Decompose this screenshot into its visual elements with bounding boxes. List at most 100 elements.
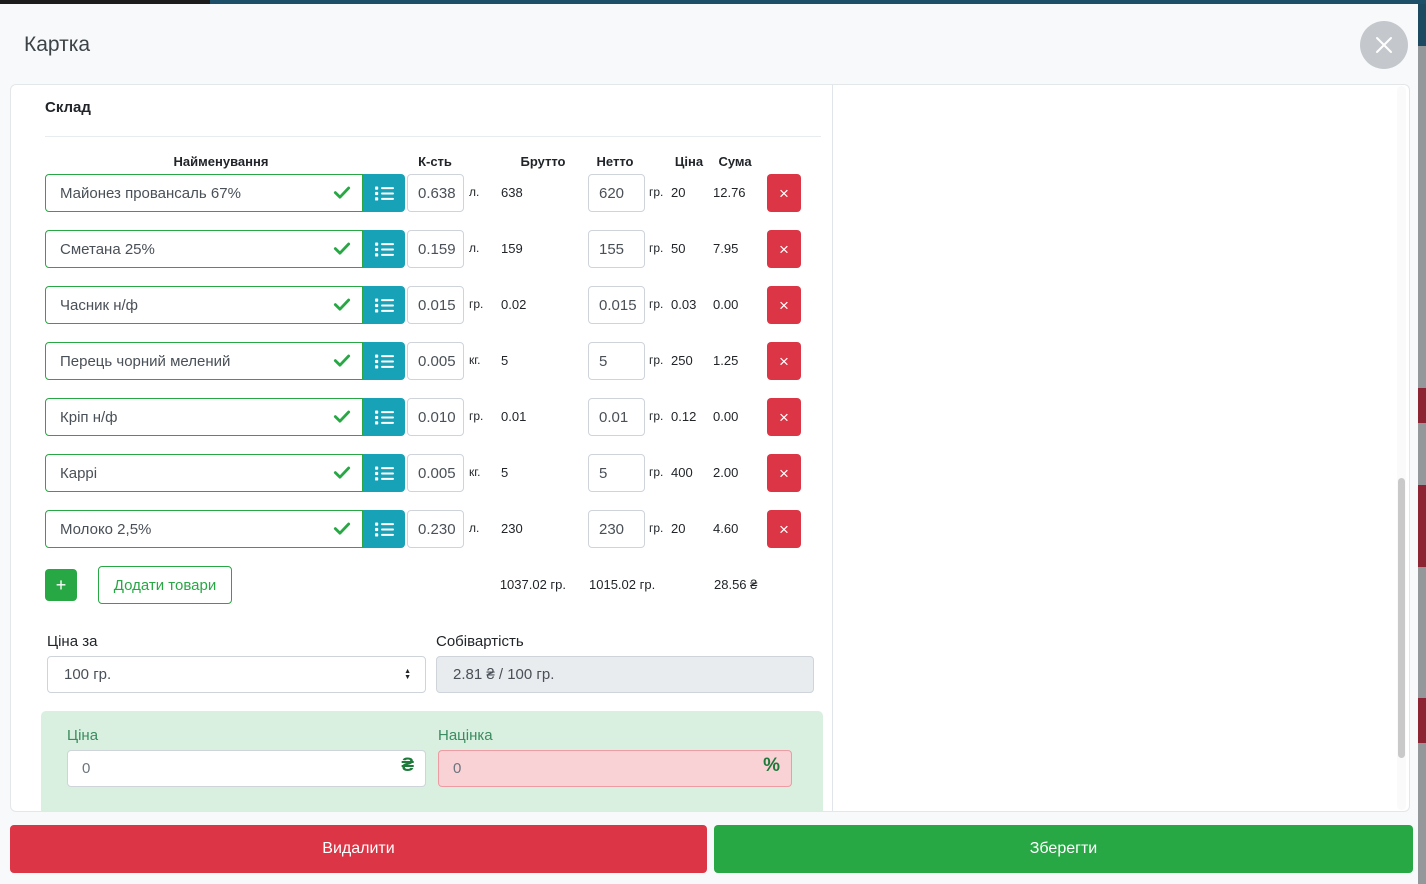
ingredient-row: Каррі кг. 5 <box>11 454 832 492</box>
netto-input[interactable] <box>588 398 645 436</box>
ingredient-row: Майонез провансаль 67% л. <box>11 174 832 212</box>
background-page-sliver <box>1418 4 1426 884</box>
remove-row-button[interactable]: × <box>767 174 801 212</box>
qty-input[interactable] <box>407 230 464 268</box>
total-sum: 28.56 ₴ <box>714 577 758 592</box>
section-rule <box>45 136 821 137</box>
netto-unit: гр. <box>649 297 664 311</box>
list-icon <box>374 242 394 256</box>
ingredient-name-input[interactable]: Кріп н/ф <box>45 398 363 436</box>
price-value: 20 <box>671 521 686 536</box>
modal-scrollbar-thumb[interactable] <box>1398 478 1405 758</box>
qty-input[interactable] <box>407 454 464 492</box>
remove-row-button[interactable]: × <box>767 510 801 548</box>
check-icon <box>333 410 351 423</box>
cost-input <box>436 656 814 693</box>
qty-input[interactable] <box>407 510 464 548</box>
price-input[interactable] <box>67 750 426 787</box>
ingredient-name: Молоко 2,5% <box>60 520 152 538</box>
ingredient-name: Часник н/ф <box>60 296 139 314</box>
sum-value: 7.95 <box>713 241 739 256</box>
ingredient-name-input[interactable]: Сметана 25% <box>45 230 363 268</box>
price-panel: Ціна ₴ Націнка % <box>41 711 823 811</box>
ingredient-name-group: Часник н/ф <box>45 286 405 324</box>
column-header-qty: К-сть <box>418 154 452 169</box>
netto-input[interactable] <box>588 342 645 380</box>
ingredient-list-button[interactable] <box>363 230 405 268</box>
qty-input[interactable] <box>407 398 464 436</box>
ingredient-name-group: Перець чорний мелений <box>45 342 405 380</box>
column-header-brutto: Брутто <box>520 154 566 169</box>
check-icon <box>333 466 351 479</box>
qty-input[interactable] <box>407 174 464 212</box>
delete-button[interactable]: Видалити <box>10 825 707 873</box>
ingredient-list-button[interactable] <box>363 454 405 492</box>
ingredient-name-input[interactable]: Часник н/ф <box>45 286 363 324</box>
netto-unit: гр. <box>649 353 664 367</box>
brutto-value: 638 <box>501 185 523 200</box>
qty-input[interactable] <box>407 342 464 380</box>
ingredient-name-input[interactable]: Майонез провансаль 67% <box>45 174 363 212</box>
qty-input[interactable] <box>407 286 464 324</box>
currency-hryvnia-icon: ₴ <box>401 755 414 776</box>
markup-label: Націнка <box>438 727 493 744</box>
section-title: Склад <box>45 99 91 116</box>
ingredient-name-input[interactable]: Каррі <box>45 454 363 492</box>
list-icon <box>374 522 394 536</box>
check-icon <box>333 298 351 311</box>
add-products-button[interactable]: Додати товари <box>98 566 232 604</box>
ingredient-list-button[interactable] <box>363 286 405 324</box>
ingredient-name-group: Каррі <box>45 454 405 492</box>
sum-value: 12.76 <box>713 185 746 200</box>
ingredient-row: Кріп н/ф гр. 0.01 <box>11 398 832 436</box>
modal-scrollbar-track[interactable] <box>1397 86 1406 810</box>
close-button[interactable] <box>1360 21 1408 69</box>
remove-row-button[interactable]: × <box>767 230 801 268</box>
netto-input[interactable] <box>588 230 645 268</box>
save-button[interactable]: Зберегти <box>714 825 1413 873</box>
ingredient-list-button[interactable] <box>363 398 405 436</box>
column-divider <box>832 85 833 811</box>
qty-unit: кг. <box>469 465 481 479</box>
brutto-value: 5 <box>501 353 509 368</box>
ingredient-list-button[interactable] <box>363 342 405 380</box>
brutto-value: 0.01 <box>501 409 527 424</box>
price-per-select[interactable]: 100 гр. ▲ ▼ <box>47 656 426 693</box>
add-row-plus-button[interactable]: + <box>45 569 77 601</box>
remove-row-button[interactable]: × <box>767 454 801 492</box>
ingredient-name-input[interactable]: Перець чорний мелений <box>45 342 363 380</box>
column-header-sum: Сума <box>718 154 752 169</box>
netto-unit: гр. <box>649 241 664 255</box>
price-per-selected-value: 100 гр. <box>64 666 112 683</box>
remove-row-button[interactable]: × <box>767 342 801 380</box>
brutto-value: 5 <box>501 465 509 480</box>
netto-input[interactable] <box>588 286 645 324</box>
cost-label: Собівартість <box>436 633 524 650</box>
price-value: 0.12 <box>671 409 697 424</box>
ingredient-list-button[interactable] <box>363 174 405 212</box>
netto-input[interactable] <box>588 454 645 492</box>
ingredient-name-group: Молоко 2,5% <box>45 510 405 548</box>
check-icon <box>333 242 351 255</box>
brutto-value: 0.02 <box>501 297 527 312</box>
netto-unit: гр. <box>649 465 664 479</box>
remove-row-button[interactable]: × <box>767 286 801 324</box>
sum-value: 2.00 <box>713 465 739 480</box>
ingredient-row: Часник н/ф гр. 0.02 <box>11 286 832 324</box>
ingredient-name-group: Майонез провансаль 67% <box>45 174 405 212</box>
remove-row-button[interactable]: × <box>767 398 801 436</box>
price-value: 20 <box>671 185 686 200</box>
netto-input[interactable] <box>588 174 645 212</box>
markup-input[interactable] <box>438 750 792 787</box>
modal-title: Картка <box>24 33 91 56</box>
netto-unit: гр. <box>649 409 664 423</box>
sum-value: 0.00 <box>713 409 739 424</box>
netto-input[interactable] <box>588 510 645 548</box>
price-value: 50 <box>671 241 686 256</box>
ingredient-name: Каррі <box>60 464 98 482</box>
ingredient-name-input[interactable]: Молоко 2,5% <box>45 510 363 548</box>
price-per-label: Ціна за <box>47 633 98 650</box>
list-icon <box>374 186 394 200</box>
select-arrows-icon: ▲ ▼ <box>404 667 411 681</box>
ingredient-list-button[interactable] <box>363 510 405 548</box>
